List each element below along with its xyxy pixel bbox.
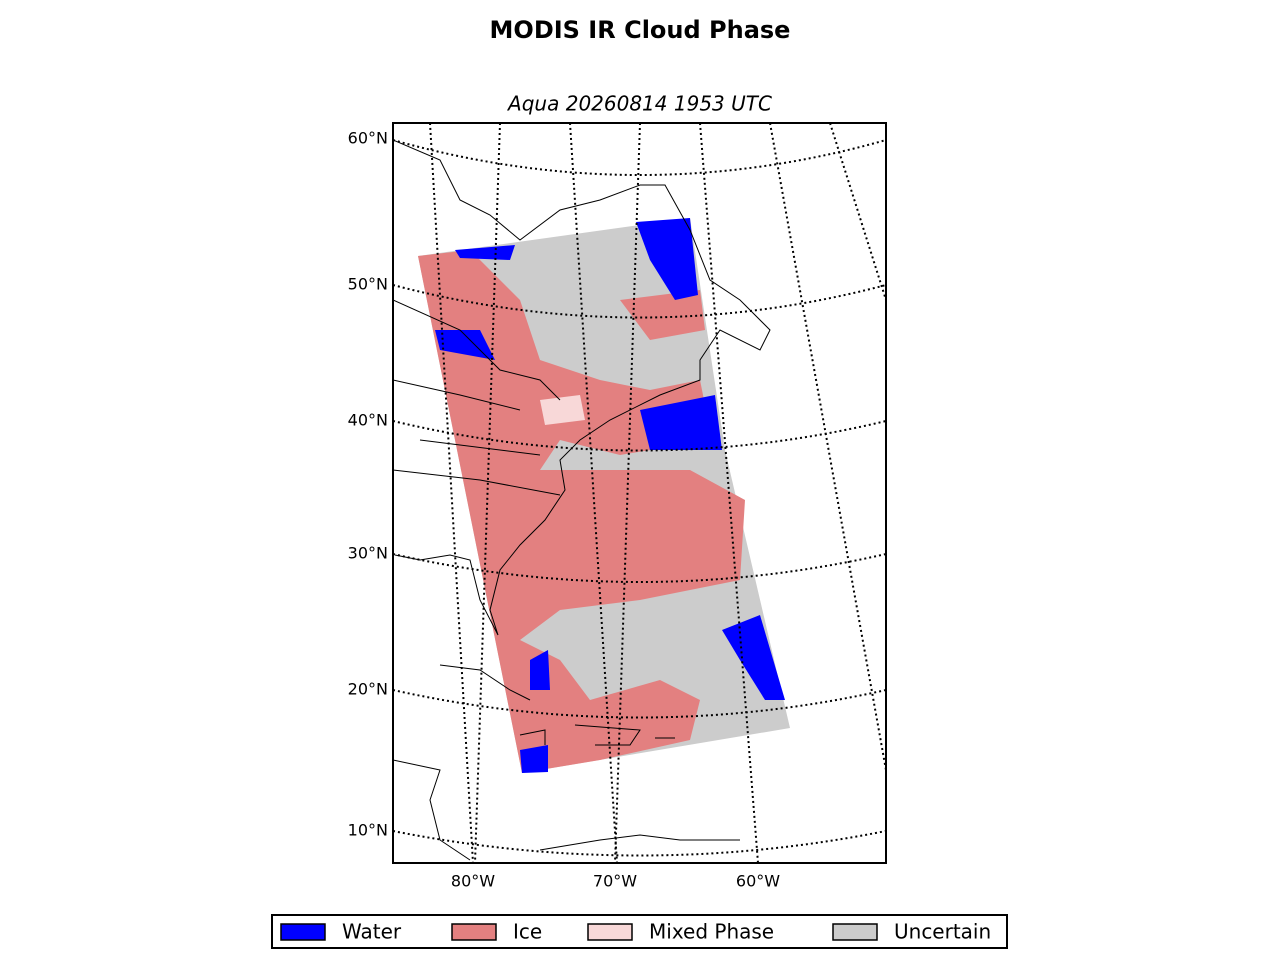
water-region (722, 615, 785, 700)
legend-swatch (451, 923, 497, 941)
lat-label: 10°N (348, 821, 388, 840)
lon-label: 70°W (593, 872, 637, 891)
map-frame (392, 122, 887, 864)
legend-label: Ice (513, 920, 542, 944)
water-region (640, 395, 722, 450)
water-region (530, 650, 550, 690)
legend-label: Uncertain (894, 920, 991, 944)
ice-region (418, 250, 745, 773)
lat-label: 30°N (348, 544, 388, 563)
lat-label: 40°N (348, 411, 388, 430)
legend-label: Water (342, 920, 402, 944)
title: MODIS IR Cloud Phase (490, 16, 791, 44)
lat-label: 20°N (348, 680, 388, 699)
legend-swatch (280, 923, 326, 941)
lat-label: 50°N (348, 275, 388, 294)
legend (271, 914, 1008, 949)
water-region (636, 218, 698, 300)
water-region (435, 330, 495, 360)
lat-label: 60°N (348, 129, 388, 148)
ice-region (620, 290, 705, 340)
water-region (455, 245, 515, 260)
legend-label: Mixed Phase (649, 920, 774, 944)
subtitle: Aqua 20260814 1953 UTC (506, 92, 772, 116)
graticule (393, 123, 886, 863)
mixed-region (540, 395, 585, 425)
map (393, 123, 886, 863)
legend-swatch (832, 923, 878, 941)
lon-label: 80°W (451, 872, 495, 891)
legend-swatch (587, 923, 633, 941)
coastlines (393, 139, 771, 861)
lon-label: 60°W (736, 872, 780, 891)
water-region (520, 745, 548, 773)
